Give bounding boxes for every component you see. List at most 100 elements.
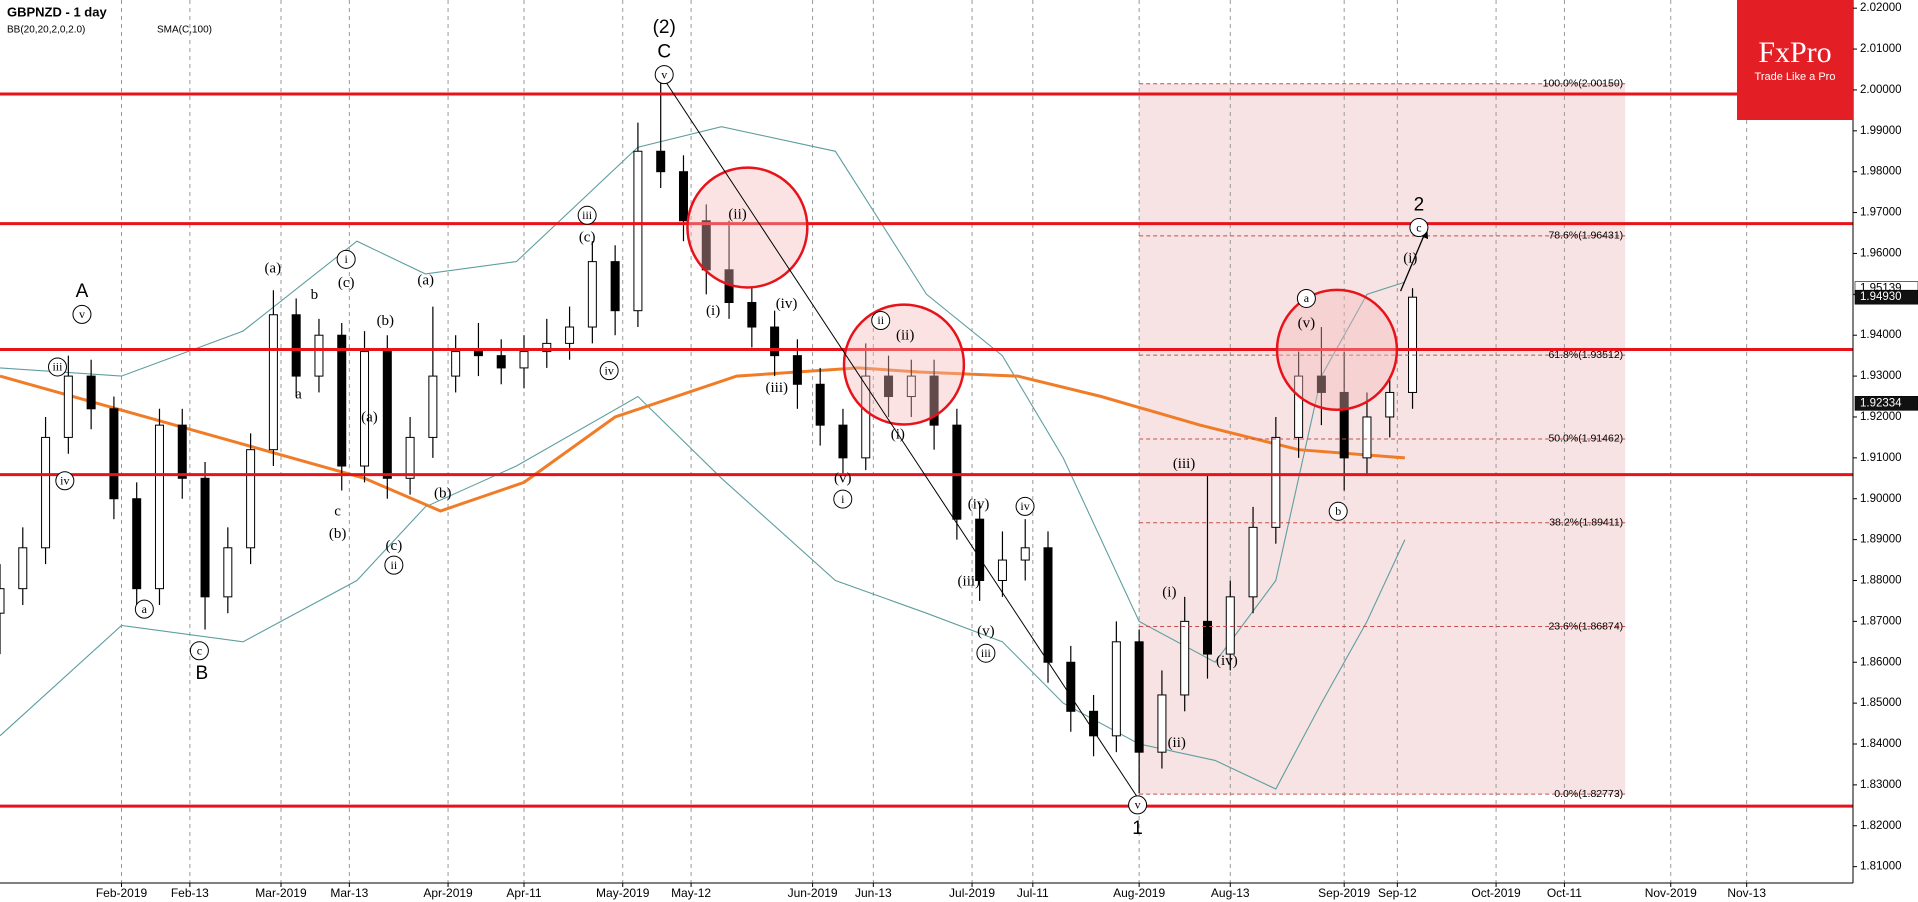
wave-label: (i) (1403, 251, 1417, 267)
fib-label: 38.2%(1.89411) (1549, 517, 1623, 529)
candle-body (587, 261, 597, 328)
wave-label: b (1335, 504, 1341, 518)
candle-body (519, 351, 529, 369)
candle-body (18, 547, 28, 590)
y-tick-label: 1.83000 (1860, 779, 1902, 791)
wave-label: B (195, 663, 208, 684)
wave-label: a (1304, 291, 1310, 305)
wave-label: (b) (434, 485, 452, 501)
y-tick-label: 1.90000 (1860, 493, 1902, 505)
wave-label: v (79, 307, 85, 321)
y-tick-label: 1.86000 (1860, 656, 1902, 668)
wave-label: a (142, 602, 148, 616)
x-tick-label: Apr-2019 (423, 886, 473, 900)
wave-label: (b) (377, 313, 395, 329)
wave-label: (v) (1298, 315, 1316, 331)
candle-body (360, 351, 370, 467)
candle-body (1180, 620, 1190, 696)
candle-body (246, 449, 256, 549)
wave-circle (577, 205, 597, 225)
highlight-circle (1275, 288, 1399, 412)
candle-body (1066, 661, 1076, 712)
y-tick-label: 1.89000 (1860, 534, 1902, 546)
highlight-circle (686, 166, 809, 289)
axis-layer: Feb-2019 Feb-13 Mar-2019 Mar-13 Apr-2019 Apr-… (96, 2, 1918, 900)
fib-label: 61.8%(1.93512) (1548, 349, 1623, 361)
y-tick-label: 1.96000 (1860, 247, 1902, 259)
wave-circle (384, 555, 404, 575)
candle-body (428, 375, 438, 438)
wave-label: (ii) (1168, 735, 1186, 751)
candle-body (337, 334, 347, 467)
logo-background (1737, 0, 1853, 120)
x-tick-label: Jun-13 (855, 886, 892, 900)
wave-circle (871, 310, 891, 330)
candle-body (41, 436, 51, 549)
wave-label: ii (391, 558, 398, 572)
candle-body (929, 375, 939, 426)
price-marker-label: 1.94930 (1860, 291, 1902, 303)
wave-label: c (197, 644, 202, 658)
y-tick-label: 1.98000 (1860, 166, 1902, 178)
wave-label: (i) (1162, 584, 1176, 600)
wave-label: v (661, 67, 667, 81)
y-tick-label: 2.02000 (1860, 2, 1902, 14)
fib-label: 100.0%(2.00150) (1543, 78, 1624, 90)
wave-label: (ii) (728, 207, 746, 223)
candle-body (1385, 391, 1395, 418)
x-tick-label: Mar-13 (330, 886, 368, 900)
y-tick-label: 1.84000 (1860, 738, 1902, 750)
wave-label: iii (52, 360, 63, 374)
wave-circle (1128, 795, 1148, 815)
price-marker-label: 1.92334 (1860, 397, 1902, 409)
fib-label: 23.6%(1.86874) (1548, 620, 1623, 632)
candle-body (633, 150, 643, 312)
candle-body (177, 424, 187, 479)
candle-body (405, 436, 415, 479)
wave-circle (189, 641, 209, 661)
y-tick-label: 1.87000 (1860, 615, 1902, 627)
candle-body (906, 375, 916, 398)
x-tick-label: May-2019 (596, 886, 650, 900)
candle-body (1202, 620, 1212, 655)
fib-zone (1139, 83, 1626, 795)
candle-body (861, 375, 871, 459)
candle-body (792, 355, 802, 385)
candle-body (838, 424, 848, 459)
y-tick-label: 1.91000 (1860, 452, 1902, 464)
wave-label: iii (582, 208, 593, 222)
x-tick-label: Nov-2019 (1645, 886, 1697, 900)
y-tick-label: 1.81000 (1860, 861, 1902, 873)
wave-label: (c) (579, 230, 596, 246)
y-tick-label: 1.88000 (1860, 575, 1902, 587)
highlight-circle (842, 303, 966, 426)
wave-label: (b) (329, 526, 347, 542)
sma-legend: SMA(C,100) (157, 25, 212, 36)
wave-label: ii (877, 313, 884, 327)
wave-label: (a) (264, 260, 281, 276)
candle-body (610, 261, 620, 312)
candle-body (975, 518, 985, 581)
wave-label: (iv) (968, 496, 990, 512)
candle-body (1225, 596, 1235, 655)
candle-body (565, 326, 575, 344)
candle-body (656, 150, 666, 173)
wave-label: 2 (1414, 194, 1425, 215)
logo-brand: FxPro (1758, 36, 1831, 69)
x-tick-label: Mar-2019 (255, 886, 307, 900)
candle-body (268, 314, 278, 451)
projection-arrow (1399, 227, 1429, 292)
wave-circle (1409, 218, 1429, 238)
candle-body (1157, 694, 1167, 753)
sma-line (0, 366, 1406, 513)
fib-label: 0.0%(1.82773) (1554, 788, 1623, 800)
wave-label: c (1416, 220, 1421, 234)
candle-body (200, 477, 210, 598)
candle-body (1248, 526, 1258, 598)
candle-body (496, 355, 506, 369)
candle-body (1089, 710, 1099, 737)
wave-label: iv (1020, 499, 1029, 513)
candle-body (1043, 547, 1053, 663)
wave-label: (iii) (958, 573, 981, 589)
x-tick-label: Sep-2019 (1318, 886, 1370, 900)
